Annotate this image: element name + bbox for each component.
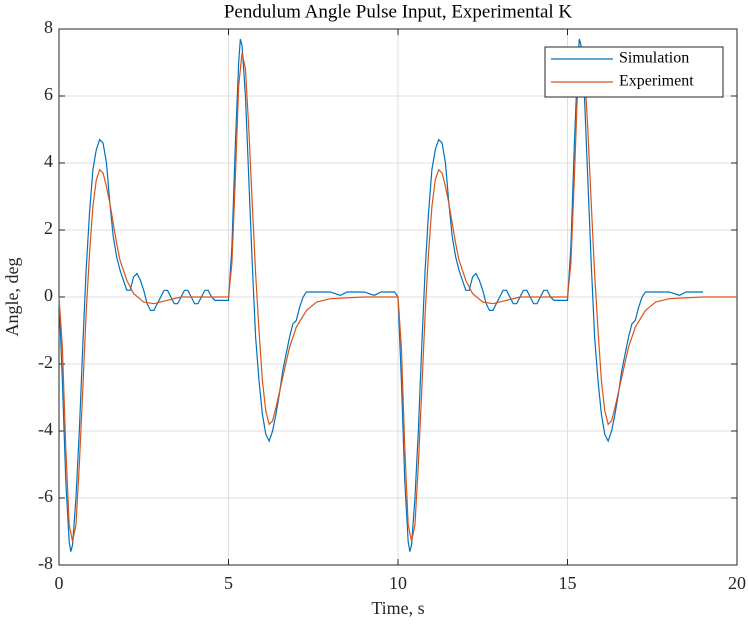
x-tick-label: 20: [728, 573, 746, 593]
y-tick-label: 4: [44, 151, 53, 171]
y-tick-label: 0: [44, 285, 53, 305]
chart-title: Pendulum Angle Pulse Input, Experimental…: [224, 1, 573, 22]
y-tick-label: 8: [44, 17, 53, 37]
y-axis-label: Angle, deg: [2, 258, 22, 337]
y-tick-label: -2: [38, 352, 53, 372]
x-tick-label: 5: [224, 573, 233, 593]
data-line: [58, 38, 704, 552]
legend-label: Simulation: [619, 50, 689, 67]
x-axis-label: Time, s: [371, 598, 424, 618]
y-tick-label: -8: [38, 553, 53, 573]
data-line: [58, 52, 737, 542]
legend-label: Experiment: [619, 73, 694, 90]
x-tick-label: 0: [55, 573, 64, 593]
y-tick-label: 6: [44, 84, 53, 104]
y-tick-label: -4: [38, 419, 53, 439]
y-tick-label: -6: [38, 486, 53, 506]
x-tick-label: 10: [389, 573, 407, 593]
legend-box: [544, 46, 724, 98]
y-tick-label: 2: [44, 218, 53, 238]
x-tick-label: 15: [559, 573, 577, 593]
